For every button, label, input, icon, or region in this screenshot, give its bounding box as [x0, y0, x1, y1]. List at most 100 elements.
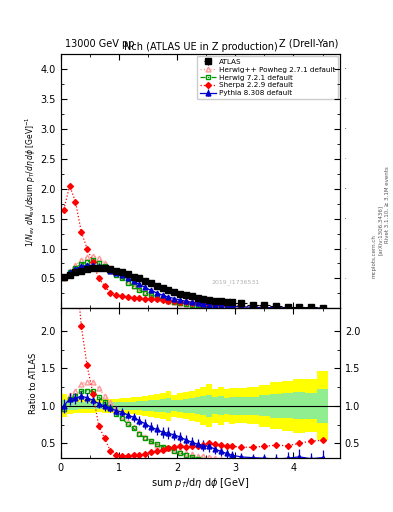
- Herwig++ Powheg 2.7.1 default: [178, 300, 182, 306]
- Y-axis label: $1/N_\mathregular{ev}$ $dN_\mathregular{ev}/d$sum $p_T/d\eta\,d\phi$ [GeV]$^{-1}: $1/N_\mathregular{ev}$ $dN_\mathregular{…: [23, 116, 38, 247]
- Bar: [200, 396, 206, 415]
- Herwig++ Powheg 2.7.1 default: [67, 268, 72, 274]
- Bar: [102, 399, 107, 413]
- Bar: [294, 392, 305, 419]
- Herwig 7.2.1 default: [309, 305, 313, 311]
- Bar: [195, 397, 200, 414]
- Herwig++ Powheg 2.7.1 default: [230, 304, 235, 310]
- Bar: [247, 397, 259, 415]
- Bar: [165, 398, 171, 413]
- Herwig++ Powheg 2.7.1 default: [108, 265, 113, 271]
- Herwig++ Powheg 2.7.1 default: [131, 283, 136, 289]
- Herwig 7.2.1 default: [108, 268, 113, 274]
- Herwig++ Powheg 2.7.1 default: [143, 289, 147, 295]
- Herwig 7.2.1 default: [160, 296, 165, 302]
- Bar: [165, 391, 171, 421]
- Bar: [125, 402, 130, 410]
- Sherpa 2.2.9 default: [250, 304, 255, 310]
- Sherpa 2.2.9 default: [90, 259, 95, 265]
- Bar: [160, 399, 165, 413]
- Bar: [107, 402, 113, 409]
- Bar: [61, 400, 67, 412]
- Sherpa 2.2.9 default: [108, 290, 113, 296]
- Sherpa 2.2.9 default: [166, 297, 171, 304]
- Herwig++ Powheg 2.7.1 default: [102, 260, 107, 266]
- Herwig 7.2.1 default: [201, 303, 206, 309]
- Bar: [218, 396, 224, 415]
- Herwig 7.2.1 default: [79, 261, 84, 267]
- Bar: [235, 397, 247, 415]
- Herwig 7.2.1 default: [178, 300, 182, 306]
- Bar: [102, 402, 107, 409]
- Bar: [96, 399, 102, 413]
- Bar: [107, 399, 113, 413]
- Text: mcplots.cern.ch: mcplots.cern.ch: [371, 234, 376, 278]
- Bar: [119, 398, 125, 413]
- Bar: [136, 397, 142, 415]
- Herwig 7.2.1 default: [114, 272, 119, 278]
- Sherpa 2.2.9 default: [61, 206, 66, 212]
- Herwig++ Powheg 2.7.1 default: [250, 305, 255, 311]
- Bar: [282, 381, 294, 431]
- Bar: [305, 379, 317, 432]
- Herwig 7.2.1 default: [85, 259, 90, 265]
- Herwig 7.2.1 default: [195, 302, 200, 308]
- X-axis label: sum $p_T$/d$\eta$ d$\phi$ [GeV]: sum $p_T$/d$\eta$ d$\phi$ [GeV]: [151, 476, 250, 490]
- Sherpa 2.2.9 default: [274, 304, 278, 310]
- Herwig 7.2.1 default: [230, 304, 235, 310]
- Sherpa 2.2.9 default: [285, 305, 290, 311]
- Text: 13000 GeV pp: 13000 GeV pp: [65, 38, 134, 49]
- Sherpa 2.2.9 default: [320, 305, 325, 311]
- Sherpa 2.2.9 default: [213, 302, 217, 308]
- Bar: [154, 400, 160, 412]
- Herwig++ Powheg 2.7.1 default: [73, 262, 78, 268]
- Herwig 7.2.1 default: [320, 305, 325, 311]
- Bar: [160, 393, 165, 419]
- Herwig 7.2.1 default: [274, 305, 278, 311]
- Herwig 7.2.1 default: [189, 302, 194, 308]
- Sherpa 2.2.9 default: [262, 304, 267, 310]
- Bar: [177, 393, 183, 418]
- Bar: [148, 400, 154, 411]
- Sherpa 2.2.9 default: [309, 305, 313, 311]
- Bar: [189, 391, 195, 421]
- Herwig 7.2.1 default: [285, 305, 290, 311]
- Sherpa 2.2.9 default: [96, 275, 101, 282]
- Herwig++ Powheg 2.7.1 default: [207, 303, 211, 309]
- Bar: [270, 382, 282, 430]
- Bar: [171, 395, 177, 417]
- Bar: [224, 390, 230, 422]
- Herwig++ Powheg 2.7.1 default: [61, 275, 66, 282]
- Herwig++ Powheg 2.7.1 default: [320, 305, 325, 311]
- Herwig++ Powheg 2.7.1 default: [285, 305, 290, 311]
- Herwig++ Powheg 2.7.1 default: [224, 304, 229, 310]
- Bar: [212, 397, 218, 414]
- Line: Herwig++ Powheg 2.7.1 default: Herwig++ Powheg 2.7.1 default: [61, 253, 325, 311]
- Bar: [183, 392, 189, 419]
- Bar: [195, 389, 200, 422]
- Herwig++ Powheg 2.7.1 default: [154, 294, 159, 301]
- Herwig 7.2.1 default: [166, 297, 171, 304]
- Sherpa 2.2.9 default: [189, 300, 194, 306]
- Bar: [218, 387, 224, 424]
- Herwig++ Powheg 2.7.1 default: [166, 297, 171, 304]
- Sherpa 2.2.9 default: [73, 199, 78, 205]
- Bar: [259, 395, 270, 416]
- Herwig 7.2.1 default: [67, 269, 72, 275]
- Sherpa 2.2.9 default: [119, 293, 124, 300]
- Bar: [73, 402, 78, 410]
- Legend: ATLAS, Herwig++ Powheg 2.7.1 default, Herwig 7.2.1 default, Sherpa 2.2.9 default: ATLAS, Herwig++ Powheg 2.7.1 default, He…: [197, 56, 338, 99]
- Sherpa 2.2.9 default: [125, 294, 130, 300]
- Bar: [84, 399, 90, 413]
- Herwig++ Powheg 2.7.1 default: [262, 305, 267, 311]
- Y-axis label: Ratio to ATLAS: Ratio to ATLAS: [29, 353, 38, 414]
- Bar: [67, 398, 73, 414]
- Bar: [96, 402, 102, 409]
- Bar: [230, 388, 235, 424]
- Sherpa 2.2.9 default: [79, 229, 84, 235]
- Sherpa 2.2.9 default: [224, 302, 229, 308]
- Bar: [317, 371, 328, 440]
- Sherpa 2.2.9 default: [114, 292, 119, 298]
- Herwig++ Powheg 2.7.1 default: [160, 296, 165, 302]
- Bar: [154, 394, 160, 418]
